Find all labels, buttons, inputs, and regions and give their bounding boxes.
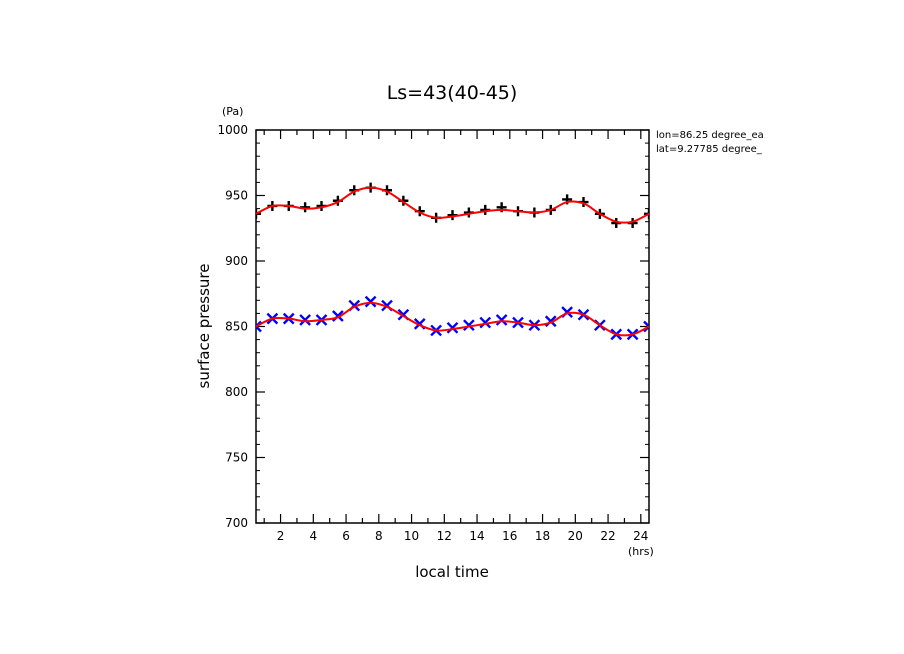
x-tick-label: 10 [404,529,419,543]
y-tick-label: 950 [225,189,248,203]
x-axis-title: local time [415,563,489,581]
x-tick-label: 24 [633,529,648,543]
plot-content [256,182,649,341]
data-point-cross [299,314,311,326]
data-point-cross [479,316,492,329]
x-tick-label: 14 [469,529,484,543]
data-point-cross [364,295,377,308]
y-tick-label: 750 [225,451,248,465]
x-tick-label: 20 [568,529,583,543]
data-point-cross [256,320,262,333]
annotation-lat: lat=9.27785 degree_ [656,144,763,155]
x-axis-unit: (hrs) [628,545,654,558]
data-point-plus [644,208,649,219]
y-axis-title: surface pressure [195,264,213,389]
x-tick-label: 18 [535,529,550,543]
data-point-cross [463,319,475,332]
y-tick-label: 700 [225,516,248,530]
y-tick-label: 850 [225,320,248,334]
data-point-plus [256,208,261,219]
y-axis-unit: (Pa) [222,105,243,118]
data-point-cross [643,320,649,333]
x-tick-label: 8 [375,529,383,543]
x-tick-label: 12 [437,529,452,543]
data-point-cross [495,314,508,326]
x-tick-label: 6 [342,529,350,543]
annotation-lon: lon=86.25 degree_ea [656,130,764,141]
y-tick-label: 800 [225,385,248,399]
fit-line [256,301,649,337]
x-tick-label: 22 [600,529,615,543]
data-point-cross [446,321,459,334]
x-tick-label: 2 [277,529,285,543]
x-tick-label: 16 [502,529,517,543]
chart-title: Ls=43(40-45) [387,82,518,104]
x-tick-label: 4 [309,529,317,543]
y-tick-label: 1000 [217,123,248,137]
y-tick-label: 900 [225,254,248,268]
fit-line [256,186,649,224]
